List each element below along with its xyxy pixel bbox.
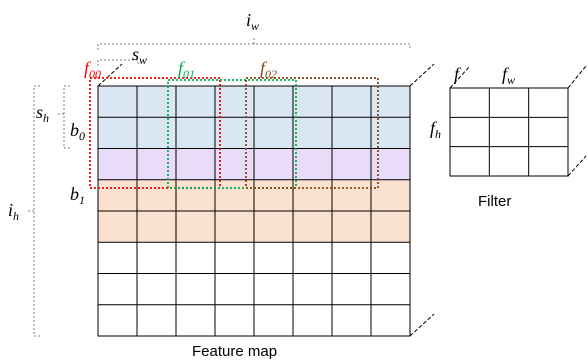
feature-map-grid	[97, 85, 411, 337]
label-filter-depth: f	[454, 64, 462, 84]
label-fh: fh	[430, 118, 441, 141]
label-f02: f02	[260, 58, 277, 81]
window-f01	[167, 79, 297, 189]
filter-depth-edge-right	[567, 65, 587, 89]
window-f02	[245, 77, 379, 189]
fm-depth-edge-left	[97, 63, 123, 87]
filter-depth-edges	[449, 65, 587, 177]
filter-depth-edge-bottom	[567, 155, 587, 177]
sh-bracket	[63, 85, 70, 149]
feature-map-depth-edges	[97, 63, 435, 337]
math-labels: iw sw f00 f01 f02 sh b0 b1 ih	[8, 10, 277, 223]
label-fw: fw	[502, 64, 515, 87]
label-iw: iw	[246, 10, 259, 33]
filter-grid	[449, 87, 569, 177]
caption-filter: Filter	[478, 193, 511, 210]
label-sw: sw	[132, 44, 147, 67]
label-f01: f01	[178, 58, 195, 81]
ih-bracket	[33, 85, 40, 337]
label-f00: f00	[84, 58, 101, 81]
sw-bracket	[97, 59, 139, 66]
filter-windows	[89, 77, 379, 189]
label-b1: b1	[70, 184, 85, 207]
filter-depth-edge-left	[449, 65, 471, 89]
caption-feature-map: Feature map	[192, 343, 277, 360]
label-b0: b0	[70, 120, 85, 143]
filter-labels: f fw fh	[430, 64, 515, 141]
label-ih: ih	[8, 200, 19, 223]
iw-bracket	[97, 43, 411, 50]
fm-depth-edge-top	[409, 63, 435, 87]
dimension-brackets	[28, 36, 411, 337]
window-f00	[89, 77, 221, 189]
fm-depth-edge-bottom	[409, 313, 435, 337]
label-sh: sh	[36, 102, 49, 125]
filter-grid-border	[449, 87, 569, 177]
